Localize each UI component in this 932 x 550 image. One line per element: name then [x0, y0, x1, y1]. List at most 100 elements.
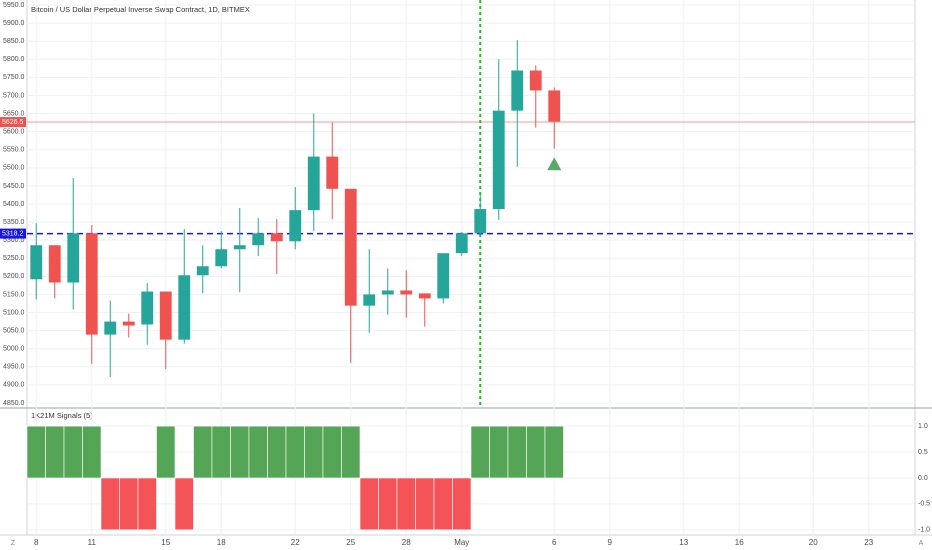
y-tick-label: 5400.0: [3, 201, 25, 208]
y-tick-label: 5500.0: [3, 165, 25, 172]
candle-body: [67, 233, 80, 283]
x-tick-label: 23: [864, 538, 873, 547]
level-label: 5318.2: [2, 230, 24, 237]
candle-body: [418, 293, 431, 299]
signal-bar: [137, 477, 157, 531]
candle-body: [326, 156, 339, 189]
signal-triangle: [547, 157, 562, 171]
candle-body: [159, 291, 172, 340]
signal-bar: [267, 425, 287, 479]
x-tick-label: 9: [608, 538, 613, 547]
candle-body: [511, 70, 524, 111]
signal-bar: [304, 425, 324, 479]
candle-body: [344, 188, 357, 306]
signal-bar: [285, 425, 305, 479]
y-tick-label: 5750.0: [3, 74, 25, 81]
signal-bar: [433, 477, 453, 531]
y-tick-label: 5300.0: [3, 237, 25, 244]
chart-title: Bitcoin / US Dollar Perpetual Inverse Sw…: [31, 5, 250, 14]
x-tick-label: 15: [161, 538, 170, 547]
y-tick-label: 4950.0: [3, 364, 25, 371]
y-tick-label: 5800.0: [3, 56, 25, 63]
candle-body: [141, 291, 154, 325]
candle-body: [381, 290, 394, 295]
signal-bar: [193, 425, 213, 479]
level-badge: [0, 228, 26, 239]
signal-bar: [119, 477, 139, 531]
signal-bar: [211, 425, 231, 479]
candle-body: [529, 70, 542, 91]
y-tick-label: 5150.0: [3, 291, 25, 298]
candle-body: [363, 294, 376, 306]
candle-body: [548, 90, 561, 122]
y-tick-label: 5000.0: [3, 346, 25, 353]
x-tick-label: 20: [809, 538, 818, 547]
y-tick-label: 5100.0: [3, 309, 25, 316]
candle-body: [196, 266, 209, 276]
signal-bar: [248, 425, 268, 479]
y-tick-label: 5650.0: [3, 110, 25, 117]
y-tick-label: 5250.0: [3, 255, 25, 262]
x-tick-label: 8: [34, 538, 39, 547]
control-button[interactable]: Z: [11, 540, 16, 547]
candle-body: [85, 233, 98, 335]
last-price-badge: [0, 117, 26, 128]
x-tick-label: May: [454, 538, 469, 547]
signal-bar: [322, 425, 342, 479]
y-tick-label: -1.0: [918, 527, 930, 534]
x-tick-label: 28: [402, 538, 411, 547]
candle-body: [474, 209, 487, 234]
y-tick-label: 5950.0: [3, 2, 25, 9]
x-tick-label: 6: [552, 538, 557, 547]
y-tick-label: 5050.0: [3, 327, 25, 334]
signal-bar: [526, 425, 546, 479]
last-price-label: 5626.5: [2, 119, 24, 126]
signal-bar: [45, 425, 65, 479]
y-tick-label: 5850.0: [3, 38, 25, 45]
x-tick-label: 25: [346, 538, 355, 547]
x-tick-label: 13: [679, 538, 688, 547]
candle-body: [122, 321, 135, 326]
signal-bar: [359, 477, 379, 531]
candle-body: [437, 253, 450, 299]
candle-body: [455, 233, 468, 254]
signal-bar: [544, 425, 564, 479]
signal-bar: [452, 477, 472, 531]
signal-bar: [174, 477, 194, 531]
x-tick-label: 18: [217, 538, 226, 547]
y-tick-label: 5900.0: [3, 20, 25, 27]
x-tick-label: 22: [291, 538, 300, 547]
candle-body: [48, 245, 61, 283]
candle-body: [270, 233, 283, 242]
y-tick-label: 5700.0: [3, 92, 25, 99]
signal-bar: [63, 425, 83, 479]
signal-bar: [26, 425, 46, 479]
y-tick-label: 5600.0: [3, 128, 25, 135]
y-tick-label: 5450.0: [3, 183, 25, 190]
signal-bar: [415, 477, 435, 531]
y-tick-label: 0.0: [918, 475, 928, 482]
y-tick-label: 1.0: [918, 423, 928, 430]
signal-bar: [82, 425, 102, 479]
y-tick-label: 5550.0: [3, 147, 25, 154]
y-tick-label: 4850.0: [3, 400, 25, 407]
signal-bar: [156, 425, 176, 479]
signal-bar: [507, 425, 527, 479]
candle-body: [215, 249, 228, 267]
signal-bar: [341, 425, 361, 479]
y-tick-label: 0.5: [918, 449, 928, 456]
y-tick-label: 4900.0: [3, 382, 25, 389]
candle-body: [400, 290, 413, 295]
candle-body: [104, 321, 117, 335]
control-button[interactable]: A: [919, 540, 924, 547]
signal-bar: [470, 425, 490, 479]
candle-body: [178, 275, 191, 340]
candle-body: [30, 245, 43, 280]
y-tick-label: -0.5: [918, 501, 930, 508]
candle-body: [307, 156, 320, 211]
candle-body: [233, 245, 246, 250]
signal-bar: [396, 477, 416, 531]
x-tick-label: 16: [735, 538, 744, 547]
